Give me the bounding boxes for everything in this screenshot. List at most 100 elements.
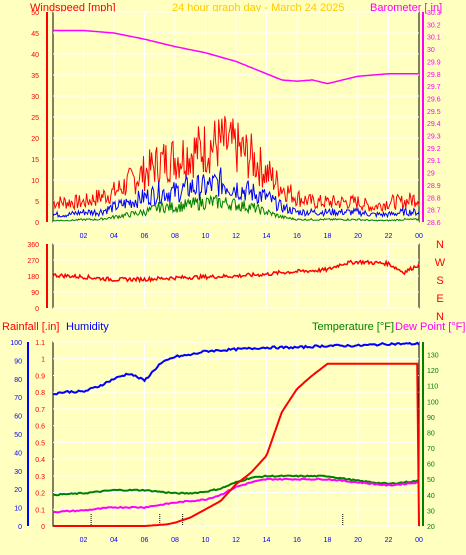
hour-tick-label: 12	[232, 537, 240, 544]
barometer-title: Barometer [ in]	[370, 2, 442, 14]
rainfall-tick-label: 0.1	[35, 507, 45, 514]
compass-label: S	[436, 275, 443, 287]
compass-label: N	[436, 311, 444, 323]
humidity-tick-label: 0	[18, 524, 22, 531]
dewpoint-series-line	[52, 477, 420, 514]
humidity-tick-label: 80	[14, 377, 22, 384]
temperature-tick-label: 50	[427, 477, 435, 484]
barometer-tick-label: 28.7	[427, 208, 441, 215]
hour-tick-label: 00	[415, 537, 423, 544]
direction-series-line	[52, 259, 420, 284]
barometer-tick-label: 29.5	[427, 109, 441, 116]
barometer-tick-label: 29.7	[427, 84, 441, 91]
rainfall-tick-label: 0.5	[35, 440, 45, 447]
barometer-series-line	[53, 29, 419, 85]
windspeed-tick-label: 45	[31, 31, 39, 38]
rainfall-tick-label: 0.7	[35, 407, 45, 414]
rainfall-title: Rainfall [.in]	[2, 321, 59, 333]
barometer-tick-label: 29.2	[427, 146, 441, 153]
rainfall-series-line	[53, 362, 420, 527]
temperature-tick-label: 120	[427, 368, 439, 375]
temperature-title: Temperature [°F]	[312, 321, 394, 333]
hour-tick-label: 18	[324, 233, 332, 240]
temperature-tick-label: 90	[427, 415, 435, 422]
barometer-tick-label: 29.8	[427, 72, 441, 79]
compass-label: E	[436, 293, 443, 305]
windspeed-title: Windspeed [mph]	[30, 2, 116, 14]
hour-tick-label: 20	[354, 537, 362, 544]
hour-tick-label: 10	[202, 537, 210, 544]
hour-tick-label: 08	[171, 537, 179, 544]
windspeed-tick-label: 5	[35, 199, 39, 206]
rainfall-tick-label: 0.3	[35, 474, 45, 481]
humidity-tick-label: 50	[14, 432, 22, 439]
windspeed-tick-label: 20	[31, 136, 39, 143]
barometer-tick-label: 29.6	[427, 96, 441, 103]
hour-tick-label: 14	[263, 233, 271, 240]
temperature-tick-label: 40	[427, 493, 435, 500]
direction-tick-label: 180	[27, 274, 39, 281]
temperature-tick-label: 70	[427, 446, 435, 453]
windspeed-series-line	[53, 194, 420, 222]
windspeed-tick-label: 40	[31, 52, 39, 59]
humidity-tick-label: 60	[14, 414, 22, 421]
chart-frames	[27, 11, 424, 527]
hour-tick-label: 04	[110, 233, 118, 240]
temperature-tick-label: 30	[427, 508, 435, 515]
rainfall-tick-label: 1	[41, 357, 45, 364]
windspeed-tick-label: 15	[31, 157, 39, 164]
hour-tick-label: 06	[141, 537, 149, 544]
hour-tick-label: 10	[202, 233, 210, 240]
barometer-tick-label: 29.9	[427, 59, 441, 66]
hour-tick-label: 14	[263, 537, 271, 544]
humidity-title: Humidity	[66, 321, 109, 333]
barometer-tick-label: 30.3	[427, 10, 441, 17]
windspeed-series-line	[52, 167, 420, 219]
windspeed-tick-label: 0	[35, 220, 39, 227]
barometer-tick-label: 30.1	[427, 35, 441, 42]
humidity-tick-label: 10	[14, 506, 22, 513]
barometer-tick-label: 29.1	[427, 158, 441, 165]
direction-tick-label: 270	[27, 258, 39, 265]
hour-tick-label: 16	[293, 537, 301, 544]
hour-tick-label: 20	[354, 233, 362, 240]
hour-tick-label: 22	[385, 233, 393, 240]
humidity-tick-label: 30	[14, 469, 22, 476]
hour-tick-label: 12	[232, 233, 240, 240]
axis-ticks: 0510152025303540455028.628.728.828.92929…	[10, 10, 445, 544]
data-series	[52, 29, 420, 527]
hour-tick-label: 04	[110, 537, 118, 544]
barometer-tick-label: 30	[427, 47, 435, 54]
temperature-tick-label: 80	[427, 430, 435, 437]
windspeed-tick-label: 25	[31, 115, 39, 122]
hour-tick-label: 00	[415, 233, 423, 240]
compass-label: W	[435, 257, 446, 269]
graph-title: 24 hour graph day - March 24 2025	[172, 2, 344, 14]
rainfall-tick-label: 0	[41, 524, 45, 531]
humidity-tick-label: 100	[10, 340, 22, 347]
humidity-tick-label: 70	[14, 395, 22, 402]
barometer-tick-label: 30.2	[427, 22, 441, 29]
hour-tick-label: 16	[293, 233, 301, 240]
rainfall-tick-label: 1.1	[35, 340, 45, 347]
barometer-tick-label: 28.8	[427, 195, 441, 202]
windspeed-series-line	[52, 116, 420, 213]
direction-tick-label: 360	[27, 242, 39, 249]
compass-label: N	[436, 239, 444, 251]
temperature-tick-label: 20	[427, 524, 435, 531]
temperature-tick-label: 100	[427, 399, 439, 406]
humidity-tick-label: 90	[14, 358, 22, 365]
humidity-tick-label: 40	[14, 450, 22, 457]
rainfall-tick-label: 0.2	[35, 491, 45, 498]
hour-tick-label: 18	[324, 537, 332, 544]
rainfall-tick-label: 0.9	[35, 373, 45, 380]
temperature-tick-label: 60	[427, 462, 435, 469]
temperature-series-line	[52, 474, 420, 497]
rainfall-tick-label: 0.6	[35, 424, 45, 431]
windspeed-tick-label: 50	[31, 10, 39, 17]
temperature-tick-label: 130	[427, 352, 439, 359]
hour-tick-label: 06	[141, 233, 149, 240]
humidity-series-line	[52, 341, 420, 396]
